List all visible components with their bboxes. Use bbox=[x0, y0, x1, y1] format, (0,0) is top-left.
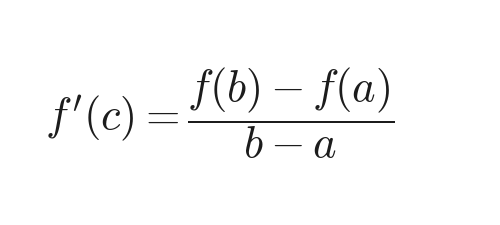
Text: $f'(c) = \dfrac{f(b) - f(a)}{b - a}$: $f'(c) = \dfrac{f(b) - f(a)}{b - a}$ bbox=[46, 65, 395, 160]
